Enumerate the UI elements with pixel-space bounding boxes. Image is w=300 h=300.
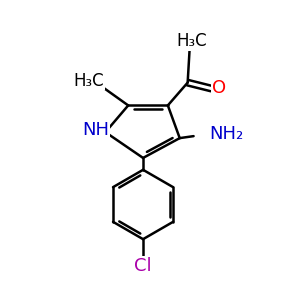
Text: H₃C: H₃C	[176, 32, 207, 50]
Text: O: O	[212, 79, 226, 97]
Text: Cl: Cl	[134, 257, 152, 275]
Text: NH: NH	[82, 121, 109, 139]
Text: H₃C: H₃C	[73, 72, 104, 90]
Text: NH₂: NH₂	[209, 125, 244, 143]
